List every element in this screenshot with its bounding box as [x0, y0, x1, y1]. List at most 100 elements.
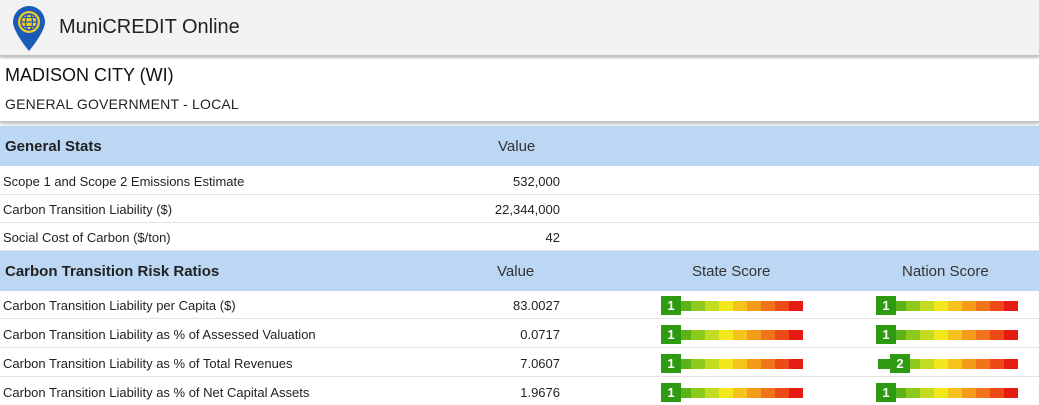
score-segment — [920, 330, 934, 340]
stat-label: Carbon Transition Liability ($) — [3, 202, 173, 217]
score-segment — [691, 359, 705, 369]
app-header: MuniCREDIT Online — [0, 0, 1039, 57]
general-stats-header: General Stats Value — [0, 126, 1039, 166]
score-segment — [775, 359, 789, 369]
ratio-value: 1.9676 — [520, 385, 560, 400]
score-segment — [789, 330, 803, 340]
score-segment — [934, 359, 948, 369]
state-score-scale: 1 — [661, 324, 806, 344]
score-segment — [934, 330, 948, 340]
map-pin-globe-icon[interactable] — [10, 4, 48, 52]
score-segment — [962, 330, 976, 340]
nation-score-scale: 1 — [876, 295, 1021, 315]
app-title: MuniCREDIT Online — [59, 16, 240, 38]
score-segment — [948, 388, 962, 398]
score-segment — [962, 301, 976, 311]
nation-score-scale: 1 — [876, 382, 1021, 402]
score-segment — [934, 301, 948, 311]
table-row: Carbon Transition Liability per Capita (… — [0, 291, 1039, 319]
score-segment — [677, 388, 691, 398]
score-segment — [691, 301, 705, 311]
score-segment — [892, 301, 906, 311]
score-segment — [747, 330, 761, 340]
table-row: Scope 1 and Scope 2 Emissions Estimate 5… — [0, 167, 1039, 195]
score-segment — [761, 388, 775, 398]
table-row: Carbon Transition Liability as % of Net … — [0, 378, 1039, 405]
score-segment — [677, 359, 691, 369]
score-segment — [719, 301, 733, 311]
score-segment — [906, 388, 920, 398]
stat-label: Scope 1 and Scope 2 Emissions Estimate — [3, 174, 245, 189]
score-badge: 1 — [876, 296, 896, 315]
score-segment — [892, 388, 906, 398]
score-segment — [906, 330, 920, 340]
score-segment — [733, 301, 747, 311]
score-badge: 1 — [661, 296, 681, 315]
score-badge: 1 — [876, 383, 896, 402]
entity-type: GENERAL GOVERNMENT - LOCAL — [5, 96, 239, 112]
ratio-value: 0.0717 — [520, 327, 560, 342]
score-segment — [878, 359, 892, 369]
score-segment — [789, 301, 803, 311]
score-segment — [920, 359, 934, 369]
state-score-scale: 1 — [661, 295, 806, 315]
score-segment — [789, 388, 803, 398]
score-segment — [761, 330, 775, 340]
score-segment — [990, 359, 1004, 369]
score-segment — [705, 330, 719, 340]
score-segment — [719, 359, 733, 369]
entity-panel: MADISON CITY (WI) GENERAL GOVERNMENT - L… — [0, 59, 1039, 123]
score-segment — [789, 359, 803, 369]
nation-score-header: Nation Score — [902, 263, 989, 280]
score-segment — [747, 359, 761, 369]
score-segment — [733, 388, 747, 398]
score-segment — [990, 301, 1004, 311]
score-segment — [920, 301, 934, 311]
ratio-value: 7.0607 — [520, 356, 560, 371]
score-segment — [761, 301, 775, 311]
score-segment — [1004, 301, 1018, 311]
general-stats-title: General Stats — [5, 138, 102, 155]
stat-value: 22,344,000 — [494, 202, 560, 217]
risk-ratios-value-header: Value — [497, 263, 535, 280]
score-badge: 1 — [661, 325, 681, 344]
score-badge: 1 — [661, 354, 681, 373]
score-segment — [733, 359, 747, 369]
score-segment — [1004, 359, 1018, 369]
score-segment — [976, 359, 990, 369]
state-score-scale: 1 — [661, 382, 806, 402]
ratio-label: Carbon Transition Liability as % of Tota… — [3, 356, 293, 371]
score-segment — [719, 388, 733, 398]
score-segment — [691, 330, 705, 340]
score-segment — [761, 359, 775, 369]
score-segment — [1004, 388, 1018, 398]
score-segment — [705, 388, 719, 398]
score-segment — [719, 330, 733, 340]
score-segment — [962, 359, 976, 369]
score-segment — [747, 301, 761, 311]
score-segment — [705, 359, 719, 369]
score-segment — [976, 330, 990, 340]
score-badge: 1 — [876, 325, 896, 344]
stat-value: 42 — [545, 230, 560, 245]
score-segment — [990, 330, 1004, 340]
risk-ratios-header: Carbon Transition Risk Ratios Value Stat… — [0, 251, 1039, 291]
score-segment — [892, 330, 906, 340]
score-segment — [906, 359, 920, 369]
score-segment — [976, 301, 990, 311]
table-row: Carbon Transition Liability as % of Asse… — [0, 320, 1039, 348]
score-segment — [990, 388, 1004, 398]
ratio-value: 83.0027 — [513, 298, 560, 313]
score-segment — [775, 330, 789, 340]
score-segment — [677, 301, 691, 311]
score-segment — [733, 330, 747, 340]
stat-value: 532,000 — [513, 174, 560, 189]
general-stats-value-header: Value — [498, 138, 536, 155]
stat-label: Social Cost of Carbon ($/ton) — [3, 230, 171, 245]
ratio-label: Carbon Transition Liability as % of Asse… — [3, 327, 316, 342]
score-segment — [775, 388, 789, 398]
score-segment — [906, 301, 920, 311]
state-score-header: State Score — [692, 263, 771, 280]
score-segment — [962, 388, 976, 398]
table-row: Carbon Transition Liability as % of Tota… — [0, 349, 1039, 377]
